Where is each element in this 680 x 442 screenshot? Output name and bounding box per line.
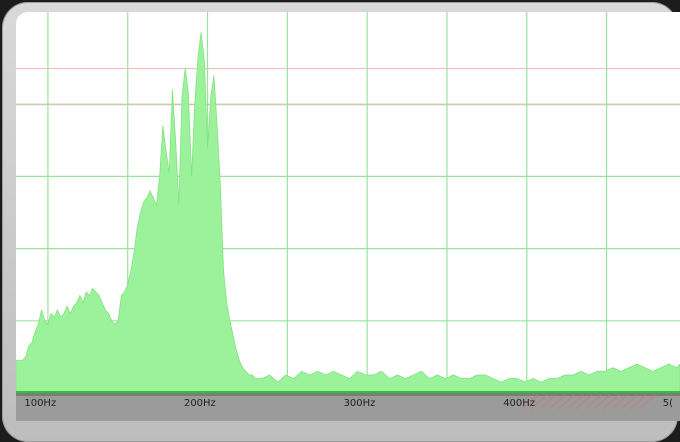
hatch-stroke bbox=[539, 394, 557, 410]
hatch-stroke bbox=[575, 394, 593, 410]
hatch-stroke bbox=[521, 394, 539, 410]
hatch-stroke bbox=[530, 394, 548, 410]
hatch-stroke bbox=[584, 394, 602, 410]
plot-area bbox=[16, 31, 680, 394]
x-axis: 100Hz 200Hz 300Hz 400Hz 5( bbox=[16, 393, 680, 421]
hatch-stroke bbox=[611, 394, 629, 410]
hatch-stroke bbox=[548, 394, 566, 410]
axis-band-edge bbox=[16, 393, 680, 396]
hatch-stroke bbox=[593, 394, 611, 410]
hatch-stroke bbox=[602, 394, 620, 410]
hatch-stroke bbox=[566, 394, 584, 410]
x-tick-label: 400Hz bbox=[503, 398, 535, 409]
spectrum-area-series bbox=[16, 31, 680, 394]
hatch-stroke bbox=[557, 394, 575, 410]
hatch-stroke bbox=[629, 394, 647, 410]
hatch-stroke bbox=[620, 394, 638, 410]
spectrum-chart: 100Hz 200Hz 300Hz 400Hz 5( bbox=[16, 12, 680, 421]
x-tick-label: 100Hz bbox=[24, 398, 56, 409]
spectrum-screen: 100Hz 200Hz 300Hz 400Hz 5( bbox=[16, 12, 680, 421]
axis-hatch bbox=[521, 394, 656, 410]
x-tick-label: 5( bbox=[663, 398, 673, 409]
x-tick-label: 200Hz bbox=[184, 398, 216, 409]
hatch-stroke bbox=[638, 394, 656, 410]
x-tick-label: 300Hz bbox=[344, 398, 376, 409]
grid-lines bbox=[16, 12, 680, 393]
